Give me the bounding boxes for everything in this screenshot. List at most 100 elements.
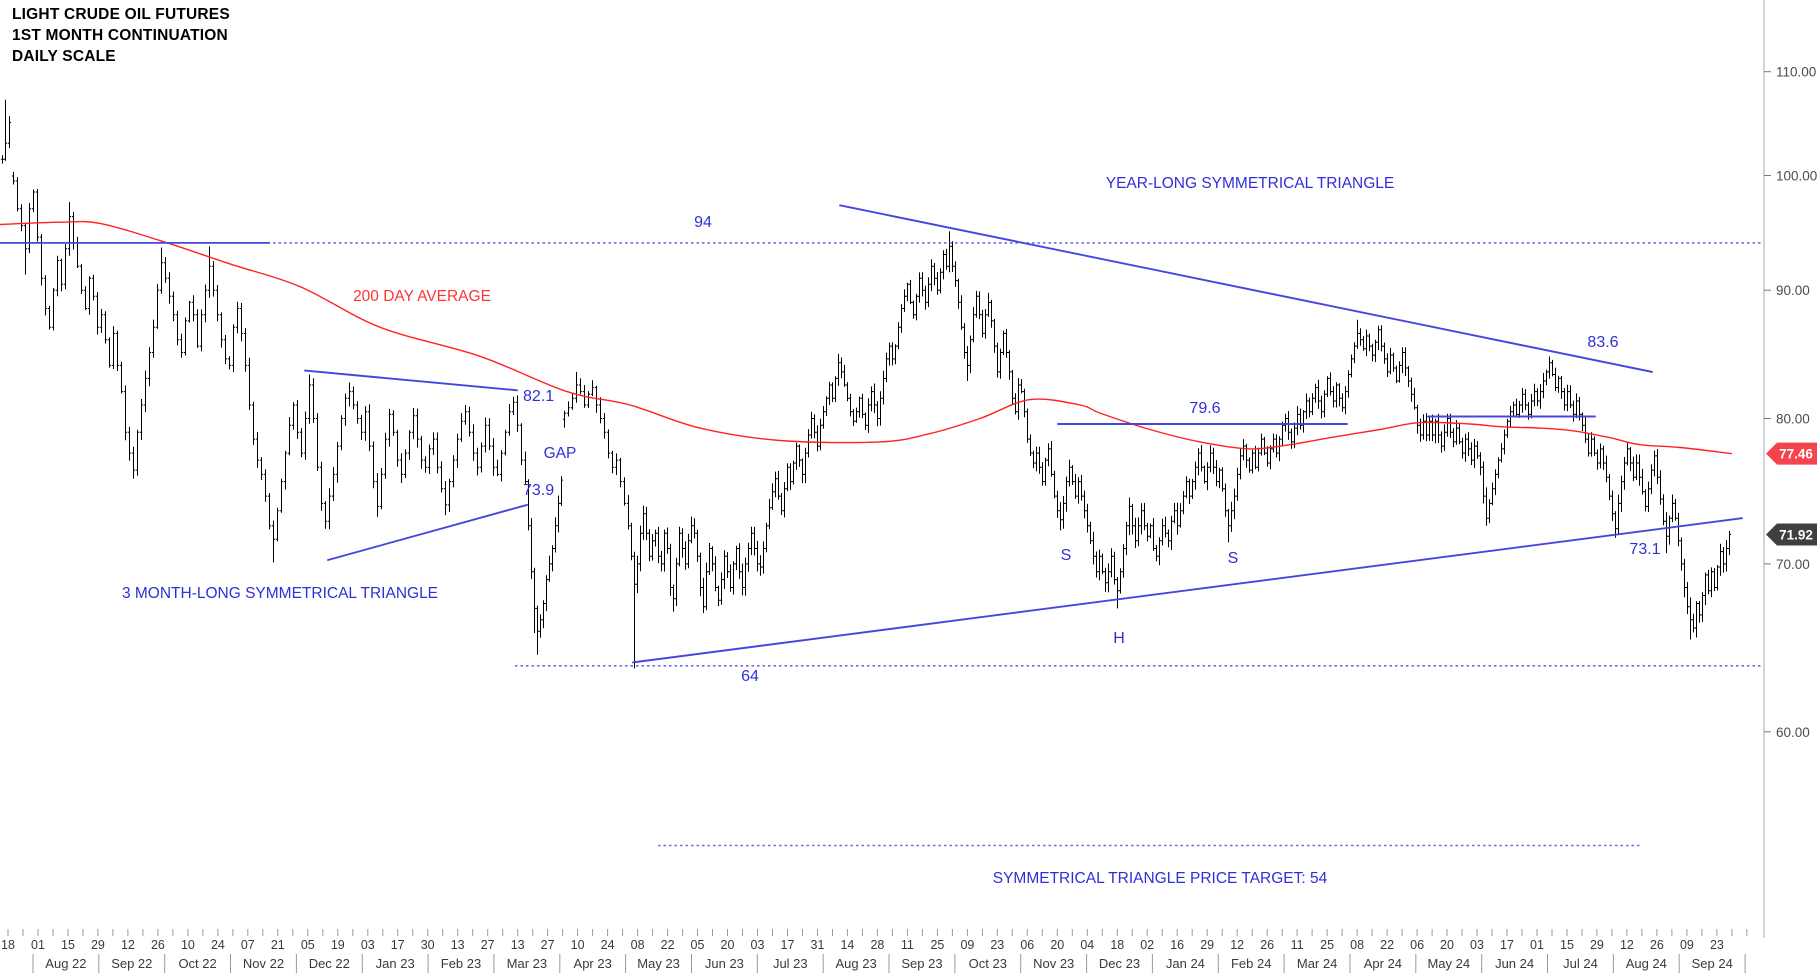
annotation-price-target: SYMMETRICAL TRIANGLE PRICE TARGET: 54 [993,870,1328,887]
x-month-label: Sep 22 [111,956,152,971]
x-month-label: Jan 24 [1166,956,1205,971]
x-day-label: 10 [571,938,585,952]
x-month-label: Oct 22 [178,956,216,971]
ma-200-line [0,220,1733,455]
x-day-label: 06 [1020,938,1034,952]
x-day-label: 13 [451,938,465,952]
trendlines [304,204,1743,664]
x-day-label: 12 [121,938,135,952]
annotation-73-9: 73.9 [523,482,554,499]
x-day-label: 23 [1710,938,1724,952]
chart-title-line-3: DAILY SCALE [12,48,116,65]
x-month-label: Nov 22 [243,956,284,971]
x-day-label: 11 [901,938,914,952]
x-month-label: Mar 24 [1297,956,1337,971]
x-month-label: May 24 [1427,956,1470,971]
annotation-83-6: 83.6 [1587,334,1618,351]
x-month-label: Sep 24 [1692,956,1733,971]
x-month-label: Dec 22 [309,956,350,971]
price-tag-last-close: 71.92 [1766,523,1817,546]
price-tag-ma-last-label: 77.46 [1779,447,1813,462]
x-day-label: 01 [1530,938,1544,952]
x-month-label: Jul 23 [773,956,808,971]
x-day-label: 27 [481,938,495,952]
y-axis: 110.00 100.00 90.00 80.00 70.00 60.00 77.46 71.… [1763,0,1817,938]
annotation-200-day-average: 200 DAY AVERAGE [353,288,491,305]
x-day-label: 11 [1291,938,1304,952]
x-day-label: 08 [631,938,645,952]
x-month-label: Jun 23 [705,956,744,971]
x-day-label: 25 [1320,938,1334,952]
annotations: 94 64 83.6 73.1 79.6 82.1 73.9 GAP YEAR-LONG SYM… [122,175,1661,887]
x-day-label: 05 [691,938,705,952]
annotation-82-1: 82.1 [523,388,554,405]
x-day-label: 31 [811,938,825,952]
trendline-year-long-upper [839,204,1653,373]
x-day-label: 15 [1560,938,1574,952]
bars-layer [0,99,1732,669]
x-month-label: Jul 24 [1563,956,1598,971]
x-day-label: 20 [721,938,735,952]
x-day-label: 01 [31,938,45,952]
annotation-shoulder-left: S [1061,547,1072,564]
annotation-64: 64 [741,668,759,685]
x-day-label: 04 [1080,938,1094,952]
x-month-label: May 23 [637,956,680,971]
trendline-3month-upper [304,369,518,392]
chart-title-block: LIGHT CRUDE OIL FUTURES 1ST MONTH CONTIN… [12,4,230,67]
annotation-shoulder-right: S [1228,550,1239,567]
price-tag-ma-last: 77.46 [1766,442,1817,465]
x-day-label: 22 [1380,938,1394,952]
x-day-label: 23 [990,938,1004,952]
x-month-label: Feb 24 [1231,956,1271,971]
x-day-label: 12 [1230,938,1244,952]
x-month-label: Dec 23 [1099,956,1140,971]
x-day-label: 08 [1350,938,1364,952]
x-day-label: 24 [211,938,225,952]
trendline-3month-lower [327,503,528,561]
chart-title-line-2: 1ST MONTH CONTINUATION [12,27,228,44]
annotation-94: 94 [694,214,712,231]
x-month-label: Apr 23 [574,956,612,971]
x-day-label: 24 [601,938,615,952]
x-day-label: 25 [930,938,944,952]
chart-title-line-1: LIGHT CRUDE OIL FUTURES [12,6,230,23]
x-day-label: 17 [391,938,405,952]
y-axis-label: 90.00 [1776,283,1810,298]
x-day-label: 06 [1410,938,1424,952]
x-month-label: Nov 23 [1033,956,1074,971]
x-day-label: 29 [1590,938,1604,952]
x-day-label: 15 [61,938,75,952]
x-month-label: Oct 23 [969,956,1007,971]
price-tag-ma-last-shape [1766,442,1817,465]
annotation-head: H [1113,630,1125,647]
x-day-label: 28 [870,938,884,952]
trendline-year-long-lower [632,517,1743,664]
x-day-label: 20 [1050,938,1064,952]
x-day-label: 14 [840,938,854,952]
ohlc-bars-path [0,99,1732,669]
annotation-gap: GAP [544,445,577,462]
x-day-label: 30 [421,938,435,952]
x-day-label: 22 [661,938,675,952]
x-day-label: 17 [1500,938,1514,952]
x-month-label: Jan 23 [376,956,415,971]
x-day-label: 16 [1170,938,1184,952]
x-month-label: Feb 23 [441,956,481,971]
x-day-label: 18 [1110,938,1124,952]
x-month-label: Sep 23 [901,956,942,971]
x-day-label: 26 [151,938,165,952]
x-axis: 18 01 15 29 12 26 10 24 07 21 05 19 03 17 30 13 27 13 27 10… [1,929,1748,973]
x-day-label: 09 [960,938,974,952]
x-day-label: 17 [781,938,795,952]
x-day-label: 21 [271,938,285,952]
x-day-label: 12 [1620,938,1634,952]
y-axis-label: 60.00 [1776,725,1810,740]
x-day-label: 03 [1470,938,1484,952]
x-day-label: 26 [1650,938,1664,952]
x-day-label: 03 [751,938,765,952]
x-day-label: 02 [1140,938,1154,952]
level-lines [0,241,1763,847]
x-day-label: 18 [1,938,15,952]
